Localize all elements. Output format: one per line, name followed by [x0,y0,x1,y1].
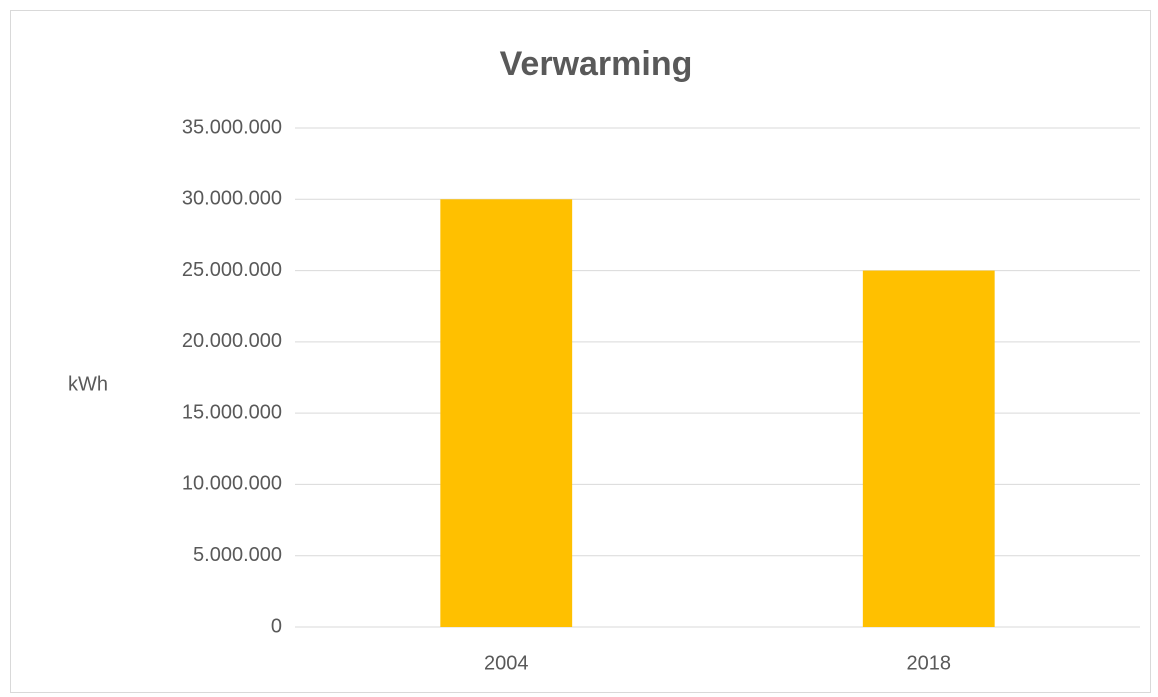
y-tick-label: 5.000.000 [193,544,282,566]
bar [862,270,995,627]
bar [440,199,573,628]
x-tick-label: 2004 [484,652,529,674]
chart-title: Verwarming [500,45,693,83]
x-tick-label: 2018 [907,652,952,674]
y-tick-label: 10.000.000 [182,473,282,495]
y-axis-label: kWh [68,373,108,395]
y-tick-label: 25.000.000 [182,259,282,281]
y-tick-label: 0 [271,615,282,637]
y-tick-label: 20.000.000 [182,330,282,352]
y-tick-label: 15.000.000 [182,401,282,423]
y-tick-label: 30.000.000 [182,188,282,210]
y-tick-label: 35.000.000 [182,116,282,138]
